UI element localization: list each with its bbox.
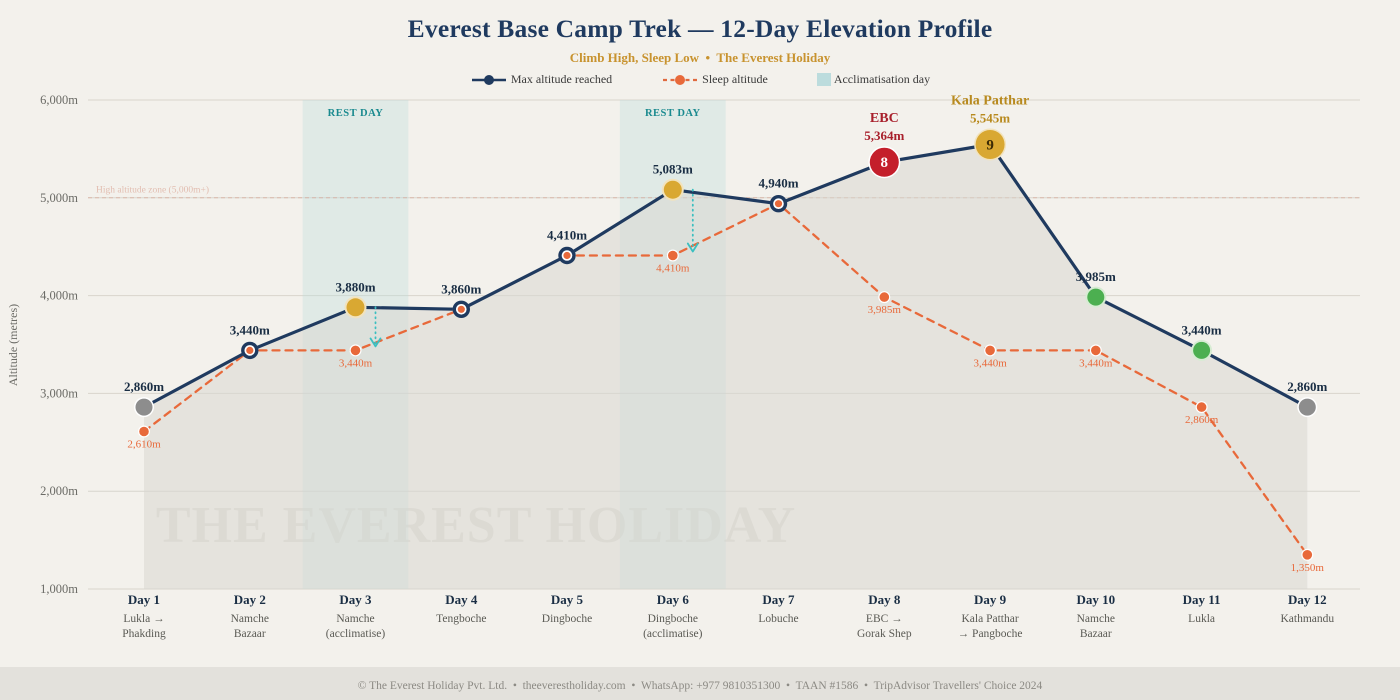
svg-text:2,000m: 2,000m xyxy=(40,484,78,498)
svg-text:Day 3: Day 3 xyxy=(339,592,372,607)
svg-text:Bazaar: Bazaar xyxy=(1080,628,1112,640)
svg-text:REST DAY: REST DAY xyxy=(328,108,384,119)
svg-text:Day 5: Day 5 xyxy=(551,592,584,607)
svg-text:3,860m: 3,860m xyxy=(441,281,481,296)
svg-text:Day 9: Day 9 xyxy=(974,592,1007,607)
svg-text:3,440m: 3,440m xyxy=(1182,322,1222,337)
svg-text:Gorak Shep: Gorak Shep xyxy=(857,628,912,640)
svg-text:5,545m: 5,545m xyxy=(970,111,1010,126)
svg-text:Day 12: Day 12 xyxy=(1288,592,1327,607)
svg-text:4,410m: 4,410m xyxy=(547,228,587,243)
svg-text:Kala Patthar: Kala Patthar xyxy=(951,94,1029,109)
svg-text:3,440m: 3,440m xyxy=(230,322,270,337)
svg-text:3,440m: 3,440m xyxy=(339,357,373,369)
svg-text:8: 8 xyxy=(881,155,889,171)
svg-text:4,000m: 4,000m xyxy=(40,289,78,303)
svg-text:6,000m: 6,000m xyxy=(40,93,78,107)
svg-text:Phakding: Phakding xyxy=(122,628,166,640)
svg-text:2,860m: 2,860m xyxy=(1185,414,1219,426)
svg-text:4,940m: 4,940m xyxy=(758,176,798,191)
svg-text:Day 11: Day 11 xyxy=(1183,592,1221,607)
svg-text:Namche: Namche xyxy=(1077,613,1115,625)
svg-text:2,610m: 2,610m xyxy=(127,439,161,451)
svg-text:Kala Patthar: Kala Patthar xyxy=(962,613,1019,625)
svg-text:Lukla →: Lukla → xyxy=(123,613,164,625)
svg-text:Tengboche: Tengboche xyxy=(436,613,486,625)
svg-text:EBC: EBC xyxy=(870,111,899,126)
svg-text:3,000m: 3,000m xyxy=(40,386,78,400)
svg-text:9: 9 xyxy=(986,138,994,154)
svg-text:Day 7: Day 7 xyxy=(762,592,795,607)
svg-text:1,000m: 1,000m xyxy=(40,582,78,596)
svg-text:Day 8: Day 8 xyxy=(868,592,901,607)
svg-text:5,000m: 5,000m xyxy=(40,191,78,205)
svg-text:1,350m: 1,350m xyxy=(1291,562,1325,574)
svg-text:Namche: Namche xyxy=(231,613,269,625)
svg-text:High altitude zone (5,000m+): High altitude zone (5,000m+) xyxy=(96,185,209,196)
svg-text:2,860m: 2,860m xyxy=(1287,379,1327,394)
svg-text:Namche: Namche xyxy=(336,613,374,625)
svg-text:3,440m: 3,440m xyxy=(973,357,1007,369)
svg-text:5,364m: 5,364m xyxy=(864,128,904,143)
svg-text:3,985m: 3,985m xyxy=(1076,269,1116,284)
svg-text:→ Pangboche: → Pangboche xyxy=(958,628,1023,640)
svg-text:3,985m: 3,985m xyxy=(868,304,902,316)
svg-text:3,880m: 3,880m xyxy=(335,279,375,294)
svg-text:Day 6: Day 6 xyxy=(657,592,690,607)
svg-text:Day 1: Day 1 xyxy=(128,592,160,607)
svg-text:EBC →: EBC → xyxy=(866,613,903,625)
svg-text:Bazaar: Bazaar xyxy=(234,628,266,640)
svg-text:Day 4: Day 4 xyxy=(445,592,478,607)
svg-text:5,083m: 5,083m xyxy=(653,162,693,177)
svg-text:Dingboche: Dingboche xyxy=(542,613,592,625)
svg-text:Altitude (metres): Altitude (metres) xyxy=(6,304,20,386)
svg-text:2,860m: 2,860m xyxy=(124,379,164,394)
svg-text:(acclimatise): (acclimatise) xyxy=(326,628,386,640)
svg-text:REST DAY: REST DAY xyxy=(645,108,701,119)
svg-text:Lobuche: Lobuche xyxy=(758,613,798,625)
svg-text:(acclimatise): (acclimatise) xyxy=(643,628,703,640)
svg-text:Dingboche: Dingboche xyxy=(648,613,698,625)
svg-text:3,440m: 3,440m xyxy=(1079,357,1113,369)
svg-text:4,410m: 4,410m xyxy=(656,263,690,275)
svg-text:Day 10: Day 10 xyxy=(1076,592,1115,607)
svg-text:Lukla: Lukla xyxy=(1188,613,1215,625)
svg-text:Kathmandu: Kathmandu xyxy=(1280,613,1334,625)
svg-text:Day 2: Day 2 xyxy=(234,592,266,607)
